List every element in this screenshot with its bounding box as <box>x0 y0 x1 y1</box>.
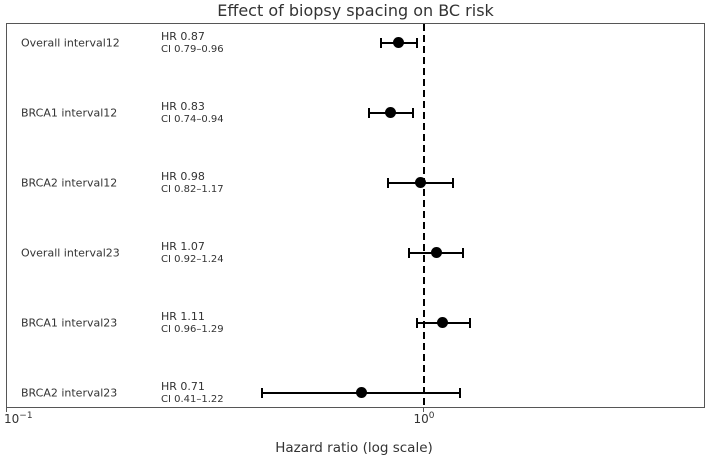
row-label: Overall interval12 <box>21 36 120 49</box>
tick-base: 10 <box>413 412 429 426</box>
hr-value-text: HR 0.98 <box>161 169 205 183</box>
x-axis-label: Hazard ratio (log scale) <box>275 440 433 456</box>
error-bar-cap-right <box>451 177 454 188</box>
error-bar-cap-right <box>462 247 465 258</box>
row-label: BRCA1 interval23 <box>21 316 118 329</box>
ci-range-text: CI 0.74–0.94 <box>161 113 224 125</box>
x-tick-label-0.1: 10−1 <box>4 411 33 426</box>
hr-value-text: HR 0.87 <box>161 29 205 43</box>
hr-point-marker <box>393 37 405 48</box>
ci-range-text: CI 0.79–0.96 <box>161 43 224 55</box>
error-bar-cap-right <box>415 37 418 48</box>
hr-point-marker <box>437 317 449 328</box>
x-tick-mark-0.1 <box>6 408 7 412</box>
ci-range-text: CI 0.41–1.22 <box>161 393 224 405</box>
hr-value-text: HR 0.71 <box>161 379 205 393</box>
error-bar-cap-right <box>411 107 414 118</box>
hr-point-marker <box>414 177 426 188</box>
hr-point-marker <box>356 387 368 398</box>
row-annotation: HR 0.87 CI 0.79–0.96 <box>161 30 224 56</box>
row-label: Overall interval23 <box>21 246 120 259</box>
hr-point-marker <box>430 247 442 258</box>
hr-point-marker <box>384 107 396 118</box>
error-bar-cap-left <box>407 247 410 258</box>
error-bar-cap-left <box>380 37 383 48</box>
hr-value-text: HR 0.83 <box>161 99 205 113</box>
ci-range-text: CI 0.96–1.29 <box>161 323 224 335</box>
row-annotation: HR 1.11 CI 0.96–1.29 <box>161 310 224 336</box>
reference-line-hr1 <box>423 24 425 407</box>
error-bar-cap-right <box>469 317 472 328</box>
hr-value-text: HR 1.07 <box>161 239 205 253</box>
error-bar-cap-left <box>261 387 264 398</box>
hr-value-text: HR 1.11 <box>161 309 205 323</box>
row-annotation: HR 0.83 CI 0.74–0.94 <box>161 100 224 126</box>
row-label: BRCA2 interval12 <box>21 176 118 189</box>
error-bar-cap-left <box>368 107 371 118</box>
row-annotation: HR 1.07 CI 0.92–1.24 <box>161 240 224 266</box>
error-bar-cap-left <box>386 177 389 188</box>
row-label: BRCA1 interval12 <box>21 106 118 119</box>
row-annotation: HR 0.98 CI 0.82–1.17 <box>161 170 224 196</box>
tick-base: 10 <box>4 412 20 426</box>
ci-range-text: CI 0.82–1.17 <box>161 183 224 195</box>
chart-title: Effect of biopsy spacing on BC risk <box>217 1 494 20</box>
row-label: BRCA2 interval23 <box>21 386 118 399</box>
plot-area: Overall interval12 HR 0.87 CI 0.79–0.96 … <box>6 23 705 408</box>
row-annotation: HR 0.71 CI 0.41–1.22 <box>161 380 224 406</box>
x-tick-mark-1.0 <box>423 408 424 412</box>
tick-exponent: 0 <box>428 411 435 421</box>
tick-exponent: −1 <box>19 411 33 421</box>
ci-range-text: CI 0.92–1.24 <box>161 253 224 265</box>
error-bar-cap-left <box>415 317 418 328</box>
error-bar-cap-right <box>459 387 462 398</box>
x-tick-label-1.0: 100 <box>413 411 434 426</box>
